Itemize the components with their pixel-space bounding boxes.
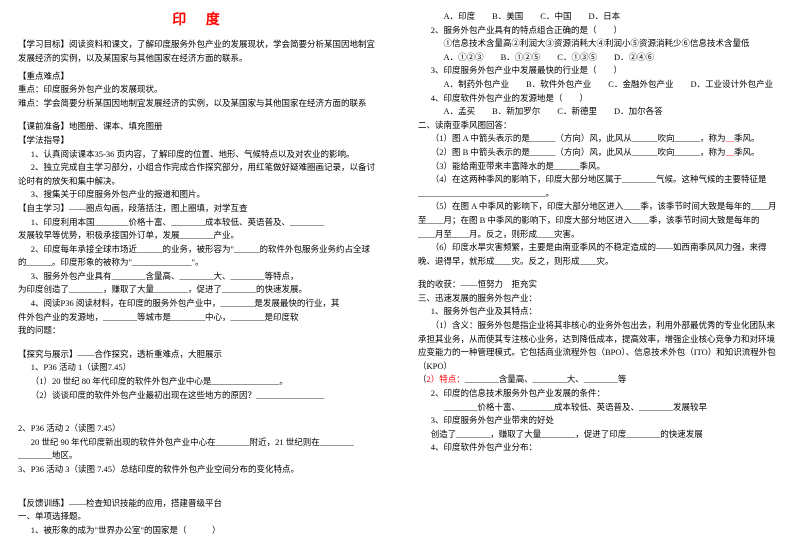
feedback-label: 【反馈训练】——检查知识技能的应用，搭建晋级平台 — [18, 497, 382, 511]
act2-q1: 20 世纪 90 年代印度新出现的软件外包产业中心在________附近，21 … — [18, 436, 382, 450]
explore-label: 【探究与展示】——合作探究，透析重难点，大胆展示 — [18, 348, 382, 362]
q2-opts: A．①②③ B．①②⑤ C．①③⑤ D．②④⑥ — [418, 51, 782, 65]
q2-sub: ①信息技术含量高②利润大③资源消耗大④利润小⑤资源消耗少⑥信息技术含量低 — [418, 37, 782, 51]
self7: 件外包产业的发源地，________等城市是________中心，_______… — [18, 311, 382, 325]
self4: 3、服务外包产业具有________含量高、________大、________… — [18, 270, 382, 284]
sec3-1: 1、服务外包产业及其特点： — [418, 305, 782, 319]
sec2-8: （6）印度水旱灾害频繁，主要是由南亚季风的不稳定造成的——如西南季风风力强，来得… — [418, 241, 782, 268]
sec3-3a: ________价格十富、________成本较低、英语普及、________发… — [418, 401, 782, 415]
keypoint1: 重点：印度服务外包产业的发展现状。 — [18, 83, 382, 97]
self6: 4、阅读P36 阅读材料，在印度的服务外包产业中，________是发展最快的行… — [18, 297, 382, 311]
keypoint2: 难点：学会简要分析某国因地制宜发展经济的实例，以及某国家与其他国家在经济方面的联… — [18, 97, 382, 111]
sec3-4: 3、印度服务外包产业带来的好处 — [418, 414, 782, 428]
self3: 2、印度每年承接全球市场近______的业务，被形容为"______的软件外包服… — [18, 243, 382, 257]
sec2-4: （4）在这两种季风的影响下，印度大部分地区属于________气候。这种气候的主… — [418, 173, 782, 187]
prep-label: 【课前准备】地图册、课本、填充图册 — [18, 120, 382, 134]
self5: 为印度创造了________，赚取了大量________，促进了________… — [18, 283, 382, 297]
q3-opts: A．制药外包产业 B．软件外包产业 C．金融外包产业 D．工业设计外包产业 — [418, 78, 782, 92]
act2-label: 2、P36 活动 2（读图 7.45） — [18, 422, 382, 436]
act1-q1: （1）20 世纪 80 年代印度的软件外包产业中心是______________… — [18, 375, 382, 389]
q4-opts: A．孟买 B．新加罗尔 C．新德里 D．加尔各答 — [418, 105, 782, 119]
sec3: 三、迅速发展的服务外包产业： — [418, 292, 782, 306]
q4: 4、印度软件外包产业的发源地是（ ） — [418, 92, 782, 106]
method2: 2、独立完成自主学习部分，小组合作完成合作探究部分，用红笔做好疑难圈画记录，以备… — [18, 161, 382, 188]
act1-q2: （2）谈谈印度的软件外包产业最初出现在这些地方的原因？_____________… — [18, 389, 382, 403]
self1: 1、印度利用本国________价格十富、________成本较低、英语普及、_… — [18, 216, 382, 230]
goal-text: 【学习目标】阅读资料和课文，了解印度服务外包产业的发展现状，学会简要分析某国因地… — [18, 38, 382, 65]
act3-label: 3、P36 活动 3（读图 7.45）总结印度的软件外包产业空间分布的变化特点。 — [18, 463, 382, 477]
method3: 3、搜集关于印度服务外包产业的报道和图片。 — [18, 188, 382, 202]
sec3-2: （2）特点：________含量高、________大、________等 — [418, 373, 782, 387]
self3b: 的______。印度形象的被称为"______________"。 — [18, 256, 382, 270]
sec3-1a: （1）含义：服务外包是指企业将其非核心的业务外包出去，利用外部最优秀的专业化团队… — [418, 319, 782, 373]
self2: 发展较早等优势，积极承接国外订单，发展________产业。 — [18, 229, 382, 243]
sec2-5: （5）在图 A 中季风的影响下，印度大部分地区进入____季，该季节时间大致是每… — [418, 200, 782, 214]
method-label: 【学法指导】 — [18, 134, 382, 148]
left-column: 印 度 【学习目标】阅读资料和课文，了解印度服务外包产业的发展现状，学会简要分析… — [0, 0, 400, 554]
method1: 1、认真阅读课本35-36 页内容，了解印度的位置、地形、气候特点以及对农业的影… — [18, 148, 382, 162]
goal-label: 【学习目标】 — [18, 39, 69, 49]
q2: 2、服务外包产业具有的特点组合正确的是（ ） — [418, 24, 782, 38]
feedback-sub: 一、单项选择题。 — [18, 510, 382, 524]
q3: 3、印度服务外包产业中发展最快的行业是（ ） — [418, 64, 782, 78]
sec3-4a: 创造了________，赚取了大量________，促进了印度________的… — [418, 428, 782, 442]
self8: 我的问题： — [18, 324, 382, 338]
q1: 1、被形象的成为"世界办公室"的国家是（ ） — [18, 524, 382, 538]
sec2-2: （2）图 B 中箭头表示的是______（方向）风，此风从______吹向___… — [418, 146, 782, 160]
sec3-3: 2、印度的信息技术服务外包产业发展的条件： — [418, 387, 782, 401]
right-column: A．印度 B．美国 C．中国 D．日本 2、服务外包产业具有的特点组合正确的是（… — [400, 0, 800, 554]
act1-label: 1、P36 活动 1（读图7.45） — [18, 361, 382, 375]
self-label: 【自主学习】——圈点勾画，段落括注，图上圈填，对学互查 — [18, 202, 382, 216]
act2-q2: ________地区。 — [18, 449, 382, 463]
sec2-7: ____月至____月。反之，则形成____灾害。 — [418, 228, 782, 242]
document-title: 印 度 — [18, 10, 382, 32]
sec2-3: （3）能给南亚带来丰富降水的是______季风。 — [418, 160, 782, 174]
q1-opts: A．印度 B．美国 C．中国 D．日本 — [418, 10, 782, 24]
sec2-6: 至____月；在图 B 中季风的影响下，印度大部分地区进入____季，该季节时间… — [418, 214, 782, 228]
keypoint-label: 【重点难点】 — [18, 70, 382, 84]
harvest: 我的收获：——恒努力 拒充实 — [418, 278, 782, 292]
sec2: 二、读南亚季风图回答： — [418, 119, 782, 133]
sec2-1: （1）图 A 中箭头表示的是______（方向）风，此风从______吹向___… — [418, 132, 782, 146]
sec3-5: 4、印度软件外包产业分布： — [418, 441, 782, 455]
